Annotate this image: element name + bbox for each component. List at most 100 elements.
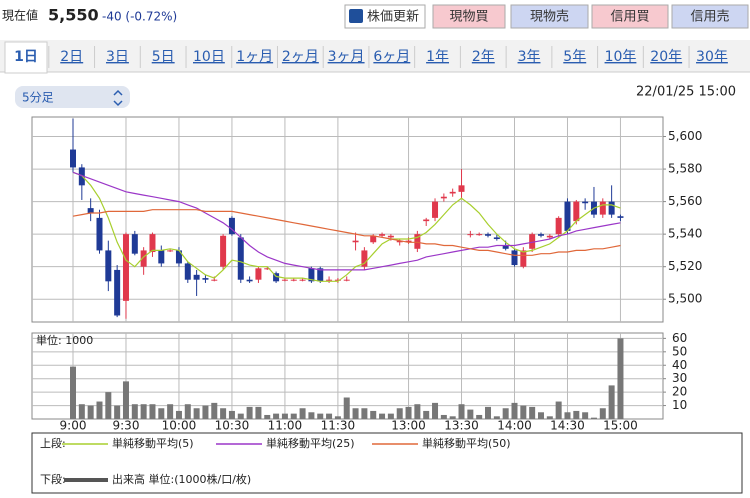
interval-select[interactable] xyxy=(15,86,130,108)
volume-bar xyxy=(617,338,624,419)
candle-body xyxy=(105,250,112,282)
tab-link[interactable]: 10年 xyxy=(605,49,637,65)
candle-body xyxy=(520,250,527,267)
candle-body xyxy=(343,279,350,281)
legend-lower-label: 下段: xyxy=(40,472,66,486)
candle-body xyxy=(582,201,589,204)
candle-body xyxy=(326,279,333,281)
tab-link[interactable]: 2ヶ月 xyxy=(282,49,319,65)
tab-active: 1日 xyxy=(14,49,38,65)
action-button[interactable] xyxy=(591,4,669,29)
volume-bar xyxy=(87,405,94,419)
volume-bar xyxy=(281,413,288,419)
action-button[interactable] xyxy=(344,4,426,29)
volume-bar xyxy=(228,410,235,419)
candle-body xyxy=(228,217,235,235)
candle-body xyxy=(423,219,430,222)
volume-bar xyxy=(485,406,492,419)
volume-bar xyxy=(352,408,359,419)
tab-link[interactable]: 3ヶ月 xyxy=(328,49,365,65)
tab-link[interactable]: 20年 xyxy=(650,49,682,65)
volume-bar xyxy=(149,404,156,419)
tab-link[interactable]: 30年 xyxy=(696,49,728,65)
price-label: 現在値 xyxy=(2,8,38,23)
y-tick-label: 5,520 xyxy=(668,259,702,273)
candle-body xyxy=(617,216,624,218)
volume-bar xyxy=(582,412,589,419)
x-tick-label: 14:30 xyxy=(550,419,585,433)
candle-body xyxy=(308,268,315,282)
volume-bar xyxy=(458,404,465,419)
candle-body xyxy=(158,250,165,264)
y-tick-label: 5,540 xyxy=(668,227,702,241)
candle-body xyxy=(529,234,536,249)
select-chevron xyxy=(113,89,123,107)
tab-link[interactable]: 1年 xyxy=(426,49,449,65)
volume-bar xyxy=(317,413,324,419)
tab-link[interactable]: 3日 xyxy=(106,49,129,65)
action-button-label: 株価更新 xyxy=(367,10,419,25)
x-tick-label: 10:30 xyxy=(215,419,250,433)
candle-body xyxy=(485,234,492,236)
y-tick-label: 50 xyxy=(672,344,687,358)
candle-body xyxy=(564,201,571,231)
candle-body xyxy=(273,273,280,282)
tab-link[interactable]: 10日 xyxy=(193,49,225,65)
interval-select-text: 5分足 xyxy=(22,91,54,105)
volume-bar xyxy=(529,406,536,419)
tab-link[interactable]: 5年 xyxy=(563,49,586,65)
volume-bar xyxy=(158,408,165,419)
volume-bar xyxy=(370,410,377,419)
action-button[interactable] xyxy=(671,4,749,29)
candle-body xyxy=(546,235,553,238)
volume-bar xyxy=(105,392,112,419)
volume-bar xyxy=(537,412,544,419)
action-button-label: 信用売 xyxy=(690,9,729,25)
candle-body xyxy=(379,234,386,236)
candle-body xyxy=(299,279,306,281)
candle-body xyxy=(87,208,94,213)
volume-bar xyxy=(175,410,182,419)
candle-body xyxy=(334,279,341,281)
action-button-label: 現物売 xyxy=(530,9,569,25)
tab-link[interactable]: 6ヶ月 xyxy=(373,49,410,65)
volume-bar xyxy=(193,408,200,419)
tab-link[interactable]: 2年 xyxy=(472,49,495,65)
candle-body xyxy=(237,237,244,280)
tab-link[interactable]: 2日 xyxy=(60,49,83,65)
volume-bar xyxy=(476,414,483,419)
action-button[interactable] xyxy=(432,4,506,29)
tab-link[interactable]: 1ヶ月 xyxy=(236,49,273,65)
volume-bar xyxy=(96,401,103,419)
tab-link[interactable]: 3年 xyxy=(518,49,541,65)
tab-link[interactable]: 5日 xyxy=(152,49,175,65)
volume-bar xyxy=(308,412,315,419)
candle-body xyxy=(573,201,580,222)
candle-body xyxy=(467,234,474,236)
volume-bar xyxy=(502,408,509,419)
candle-body xyxy=(211,279,218,281)
volume-bar xyxy=(290,413,297,419)
candle-body xyxy=(122,234,129,301)
candle-body xyxy=(317,268,324,282)
volume-bar xyxy=(255,406,262,419)
candle-body xyxy=(140,250,147,267)
action-button-label: 信用買 xyxy=(610,9,649,25)
action-button-label: 現物買 xyxy=(449,10,488,25)
price-change: -40 (-0.72%) xyxy=(102,10,177,24)
volume-bar xyxy=(211,402,218,419)
y-tick-label: 20 xyxy=(672,385,687,399)
legend-upper-label: 上段: xyxy=(40,436,66,450)
candle-body xyxy=(414,234,421,249)
candle-body xyxy=(608,201,615,215)
volume-bar xyxy=(564,412,571,419)
volume-bar xyxy=(423,410,430,419)
action-button[interactable] xyxy=(510,4,589,29)
x-tick-label: 11:30 xyxy=(321,419,356,433)
candle-body xyxy=(149,234,156,253)
volume-bar xyxy=(273,413,280,419)
refresh-icon xyxy=(349,9,363,23)
volume-bar xyxy=(555,401,562,419)
volume-bar xyxy=(122,381,129,419)
